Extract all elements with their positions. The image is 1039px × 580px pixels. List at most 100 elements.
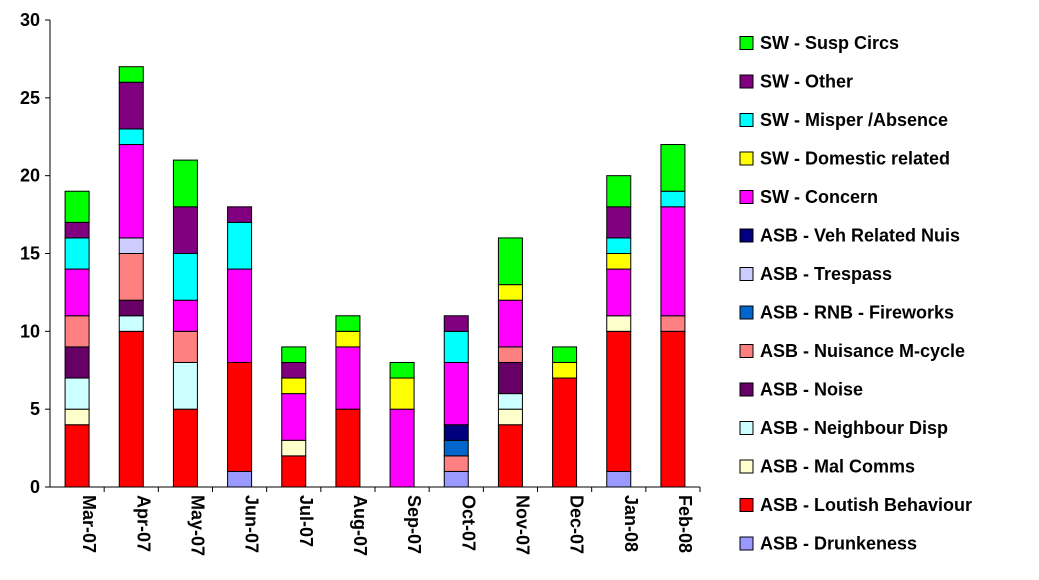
bar-segment: [335, 330, 361, 348]
legend-item: SW - Susp Circs: [739, 33, 899, 53]
legend-label: SW - Other: [760, 72, 853, 92]
bar-segment: [172, 299, 198, 332]
bar-segment: [64, 346, 90, 379]
bar-segment: [389, 408, 415, 488]
bar-segment: [227, 206, 253, 223]
legend-item: SW - Misper /Absence: [739, 110, 948, 130]
legend-label: SW - Domestic related: [760, 149, 950, 169]
bar-segment: [606, 330, 632, 472]
legend-swatch: [739, 382, 754, 397]
bar-segment: [172, 159, 198, 208]
bar-segment: [497, 393, 523, 410]
legend-swatch: [739, 267, 754, 281]
bar-segment: [281, 377, 307, 395]
bar-segment: [335, 315, 361, 332]
bar-segment: [552, 361, 578, 379]
legend-item: SW - Concern: [739, 187, 878, 207]
legend-item: ASB - Noise: [739, 380, 863, 400]
x-tick-label: Aug-07: [350, 495, 370, 556]
bar-segment: [118, 237, 144, 255]
bar-segment: [497, 424, 523, 488]
legend-label: ASB - Noise: [760, 380, 863, 400]
legend-item: SW - Other: [739, 72, 853, 92]
bar-segment: [660, 330, 686, 488]
legend-item: ASB - Neighbour Disp: [739, 418, 948, 438]
bar-segment: [443, 470, 469, 488]
x-tick-label: Apr-07: [133, 495, 153, 552]
legend-item: ASB - Drunkeness: [739, 534, 917, 554]
y-tick-label: 15: [20, 244, 40, 264]
bar-segment: [606, 268, 632, 317]
bar-segment: [606, 253, 632, 270]
bar-segment: [497, 361, 523, 395]
bar-segment: [118, 144, 144, 239]
bar-segment: [281, 439, 307, 457]
bar-segment: [64, 377, 90, 410]
x-tick-label: Mar-07: [79, 495, 99, 553]
bar-segment: [389, 361, 415, 379]
legend: SW - Susp Circs SW - Other SW - Misper /Ab…: [739, 33, 972, 554]
bar-segment: [172, 408, 198, 488]
bar-segment: [606, 206, 632, 239]
x-tick-label: Dec-07: [567, 495, 587, 554]
bar-segment: [64, 190, 90, 223]
legend-item: SW - Domestic related: [739, 149, 950, 169]
legend-item: ASB - RNB - Fireworks: [739, 303, 954, 323]
bar-segment: [281, 346, 307, 363]
legend-label: ASB - Mal Comms: [760, 457, 915, 477]
bar-segment: [660, 315, 686, 332]
bar-segment: [606, 237, 632, 255]
bar-segment: [281, 393, 307, 441]
bar-segment: [64, 315, 90, 348]
x-tick-label: Feb-08: [675, 495, 695, 553]
y-tick-label: 0: [30, 477, 40, 497]
x-tick-label: Oct-07: [458, 495, 478, 551]
bar-segment: [497, 237, 523, 286]
bar-segment: [660, 190, 686, 208]
legend-label: ASB - Trespass: [760, 264, 892, 284]
legend-label: SW - Misper /Absence: [760, 110, 948, 130]
bar-segment: [281, 361, 307, 379]
x-tick-label: Jun-07: [242, 495, 262, 553]
bar-segment: [443, 315, 469, 332]
legend-label: ASB - Loutish Behaviour: [760, 495, 972, 515]
bar-segment: [64, 424, 90, 488]
legend-swatch: [739, 305, 754, 320]
bar-segment: [118, 330, 144, 488]
bar-segment: [172, 253, 198, 301]
bar-segment: [172, 361, 198, 410]
bar-segment: [118, 299, 144, 317]
x-tick-label: Sep-07: [404, 495, 424, 554]
bar-segment: [172, 330, 198, 363]
legend-item: ASB - Mal Comms: [739, 457, 915, 477]
x-tick-label: Jan-08: [621, 495, 641, 552]
bar-segment: [497, 284, 523, 301]
legend-label: SW - Susp Circs: [760, 33, 899, 53]
bar-segment: [443, 439, 469, 457]
bar-segment: [227, 268, 253, 363]
bar-segment: [118, 128, 144, 146]
bar-segment: [335, 346, 361, 410]
bar-segment: [118, 253, 144, 301]
bar-segment: [443, 361, 469, 426]
bar-segment: [497, 408, 523, 426]
bar-segment: [172, 206, 198, 255]
legend-swatch: [739, 228, 754, 243]
legend-swatch: [739, 36, 754, 50]
bar-segment: [660, 144, 686, 192]
legend-swatch: [739, 498, 754, 512]
x-tick-label: Nov-07: [512, 495, 532, 555]
legend-swatch: [739, 344, 754, 358]
bar-segment: [606, 470, 632, 488]
legend-label: ASB - Nuisance M-cycle: [760, 341, 965, 361]
bar-segment: [64, 268, 90, 317]
bar-segment: [389, 377, 415, 410]
legend-label: ASB - RNB - Fireworks: [760, 303, 954, 323]
legend-swatch: [739, 113, 754, 127]
y-tick-label: 30: [20, 10, 40, 30]
x-tick-label: May-07: [187, 495, 207, 556]
legend-swatch: [739, 536, 754, 551]
legend-label: ASB - Drunkeness: [760, 534, 917, 554]
bar-segment: [118, 81, 144, 130]
